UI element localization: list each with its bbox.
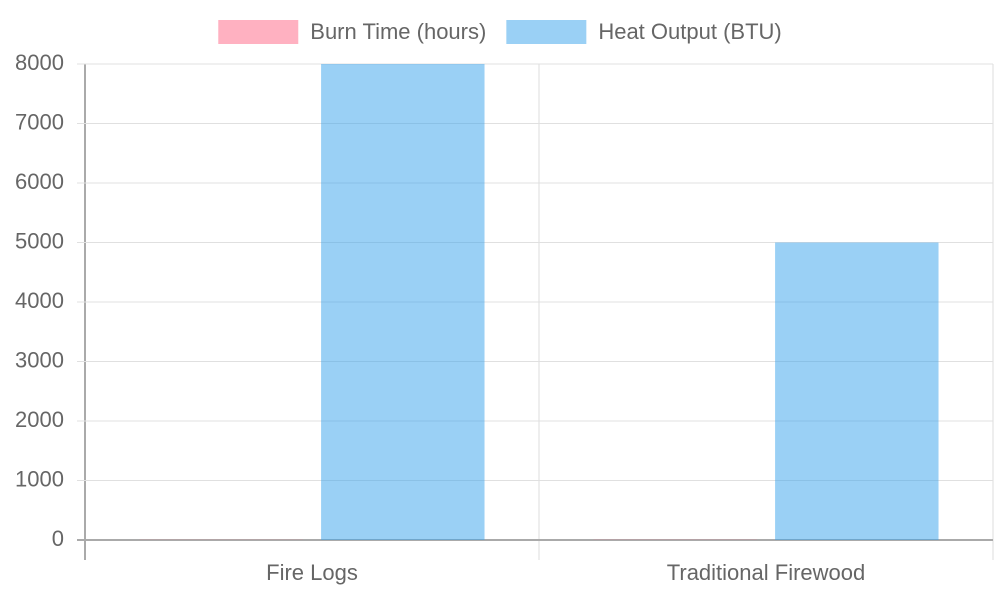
legend-label: Burn Time (hours) — [310, 19, 486, 44]
y-tick-label: 0 — [52, 526, 64, 551]
y-tick-label: 1000 — [15, 466, 64, 491]
y-tick-label: 6000 — [15, 169, 64, 194]
bar — [321, 64, 485, 540]
legend-swatch — [506, 20, 587, 44]
legend-swatch — [218, 20, 299, 44]
x-tick-label: Traditional Firewood — [667, 560, 866, 585]
bar — [775, 242, 939, 540]
y-tick-label: 5000 — [15, 228, 64, 253]
y-tick-label: 3000 — [15, 347, 64, 372]
y-tick-label: 7000 — [15, 109, 64, 134]
legend-label: Heat Output (BTU) — [598, 19, 781, 44]
y-tick-label: 8000 — [15, 50, 64, 75]
y-tick-label: 2000 — [15, 407, 64, 432]
x-tick-label: Fire Logs — [266, 560, 358, 585]
y-tick-label: 4000 — [15, 288, 64, 313]
